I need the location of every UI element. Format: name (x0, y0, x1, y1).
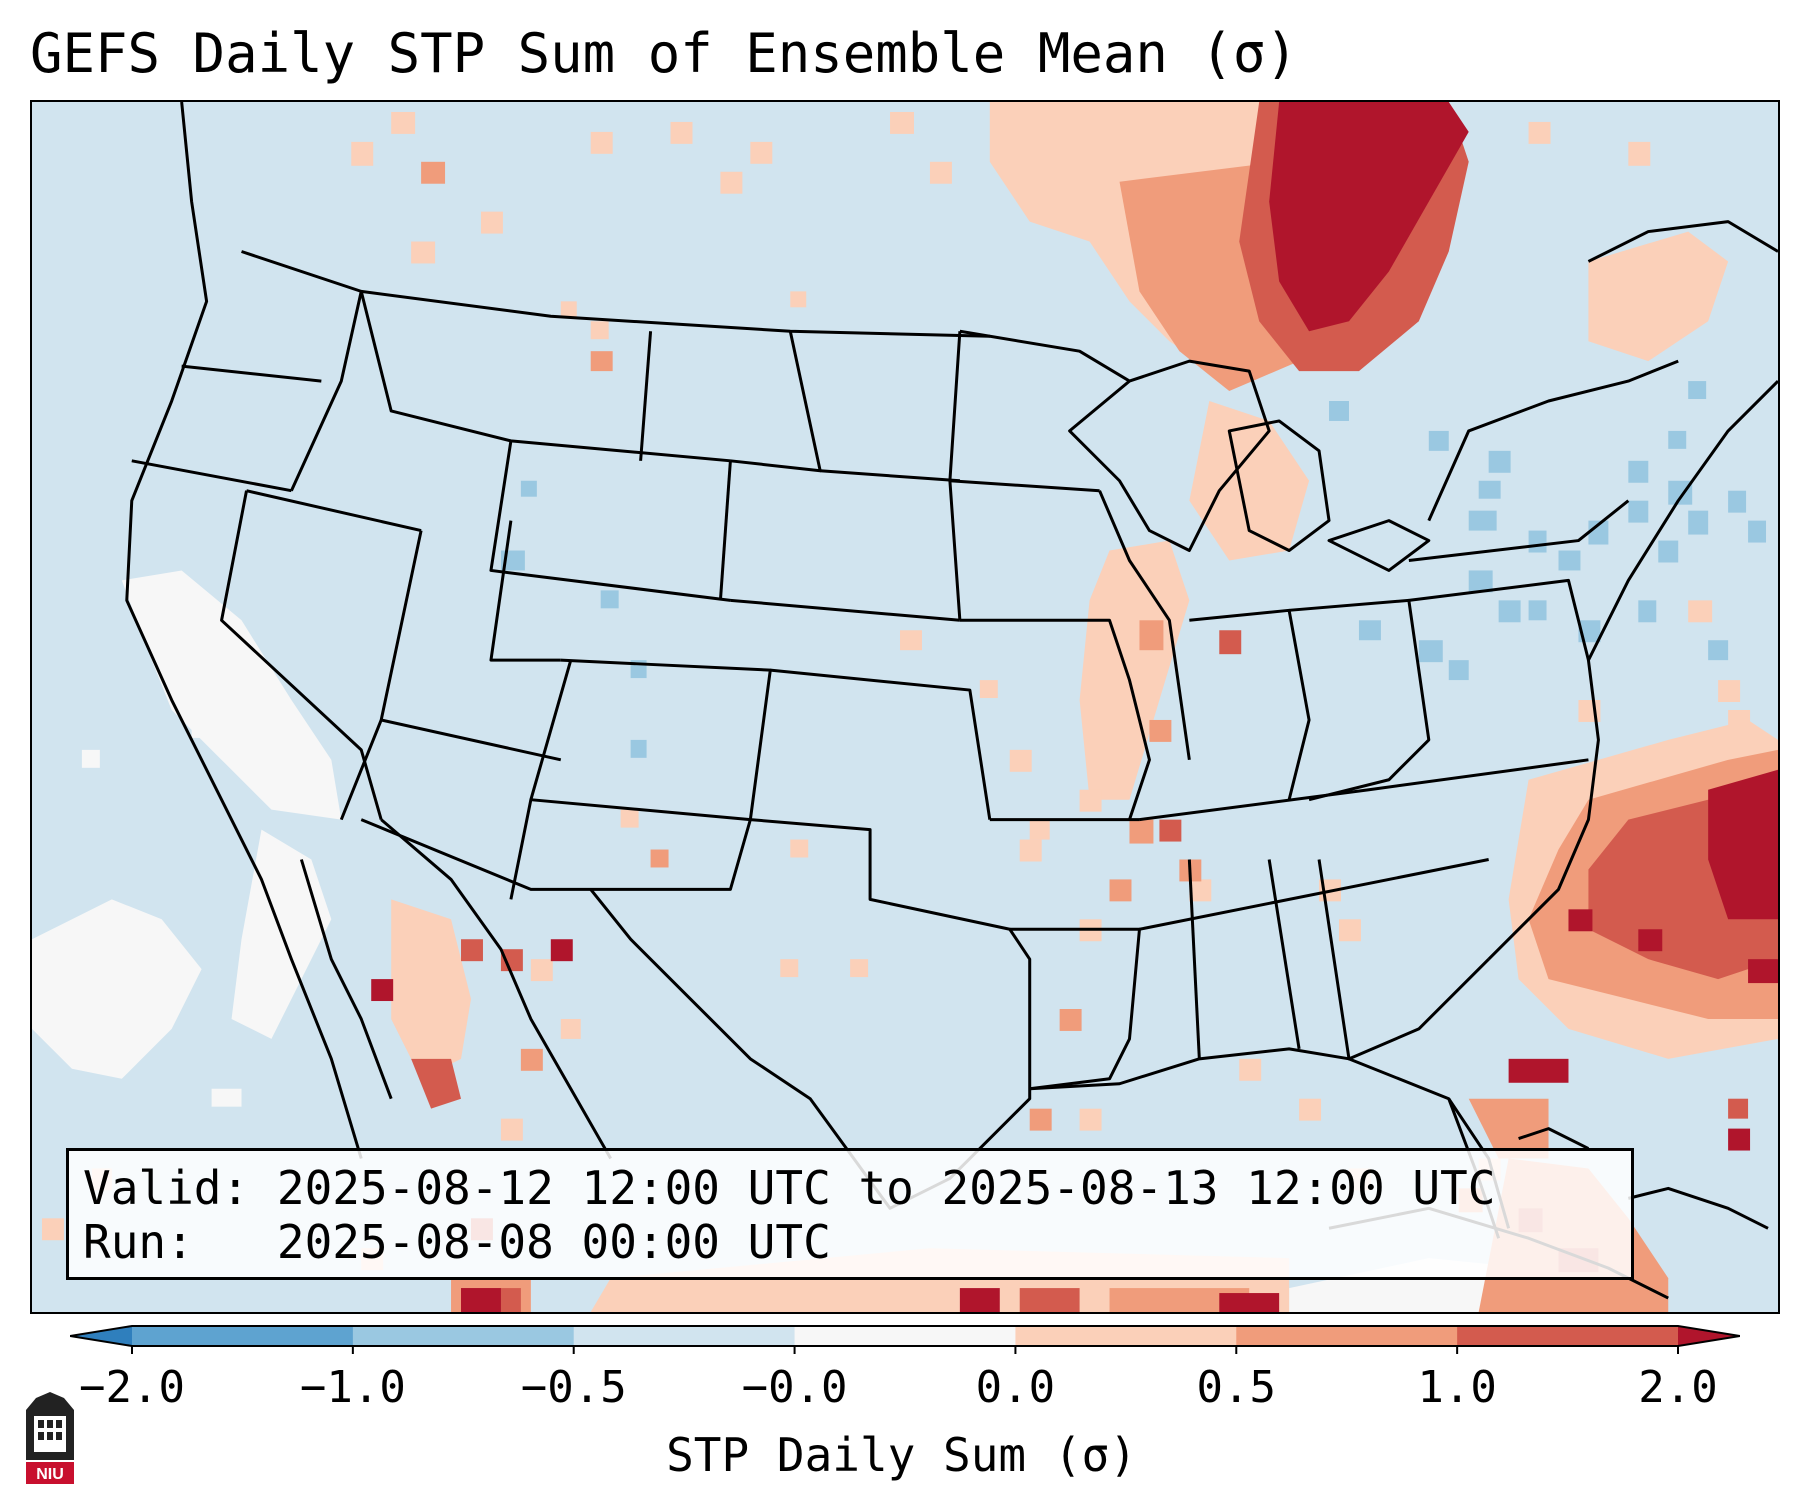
stp-map (32, 102, 1778, 1312)
map-panel (30, 100, 1780, 1314)
valid-label: Valid: (83, 1161, 250, 1215)
colorbar-tick-label: 1.0 (1417, 1362, 1497, 1413)
colorbar-segment (794, 1326, 1016, 1346)
niu-logo-icon: NIU (26, 1392, 74, 1484)
map-title: GEFS Daily STP Sum of Ensemble Mean (σ) (30, 22, 1298, 85)
colorbar-segment (1236, 1326, 1458, 1346)
colorbar-segment (573, 1326, 796, 1346)
run-label: Run: (83, 1215, 194, 1269)
colorbar-tick-label: −1.0 (299, 1362, 406, 1413)
colorbar-segment (1457, 1326, 1679, 1346)
colorbar-tick-label: 2.0 (1638, 1362, 1718, 1413)
colorbar-segment (1015, 1326, 1237, 1346)
colorbar-tick-label: −0.0 (741, 1362, 848, 1413)
colorbar (70, 1325, 1740, 1354)
colorbar-extend-high (1678, 1326, 1740, 1346)
extreme-positive-field (371, 102, 1778, 1312)
colorbar-tick-label: −2.0 (79, 1362, 185, 1413)
colorbar-tick-label: 0.0 (975, 1362, 1056, 1413)
colorbar-extend-low (70, 1326, 132, 1346)
valid-value: 2025-08-12 12:00 UTC to 2025-08-13 12:00… (276, 1161, 1496, 1215)
colorbar-tick-label: 0.5 (1196, 1362, 1277, 1413)
run-value: 2025-08-08 00:00 UTC (276, 1215, 831, 1269)
colorbar-segment (352, 1326, 575, 1346)
valid-time-box: Valid: 2025-08-12 12:00 UTC to 2025-08-1… (66, 1148, 1634, 1280)
colorbar-label: STP Daily Sum (σ) (666, 1428, 1137, 1482)
niu-logo-text: NIU (36, 1466, 64, 1483)
colorbar-tick-label: −0.5 (520, 1362, 627, 1413)
colorbar-segment (132, 1326, 354, 1346)
negative-anomaly-field (500, 381, 1767, 758)
